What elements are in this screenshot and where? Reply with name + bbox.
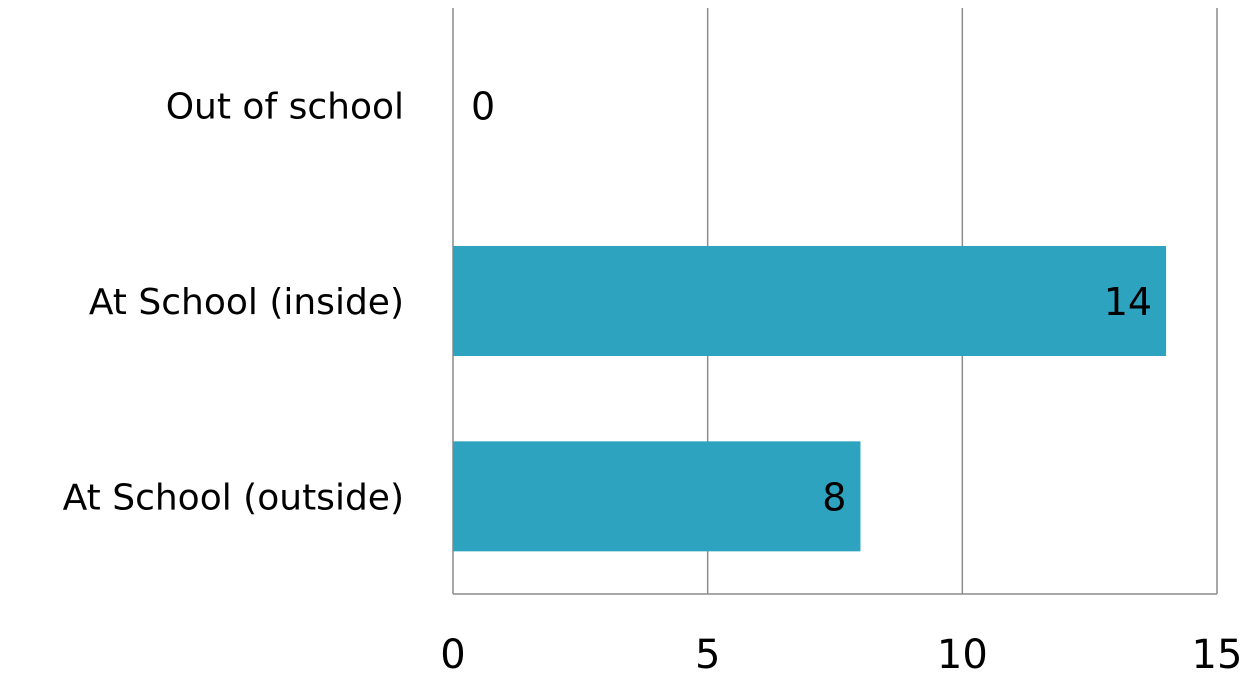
category-label-at-school-outside: At School (outside) (63, 477, 404, 518)
labels: 0 5 10 15 Out of school 0 At School (inside) 14… (63, 85, 1243, 678)
x-tick-label-0: 0 (440, 632, 465, 678)
data-label-out-of-school: 0 (471, 85, 495, 129)
category-label-at-school-inside: At School (inside) (89, 282, 404, 323)
x-tick-label-10: 10 (937, 632, 988, 678)
category-label-out-of-school: Out of school (166, 87, 404, 128)
bar-at-school-outside (453, 441, 861, 552)
data-label-at-school-outside: 8 (822, 475, 846, 519)
x-tick-label-15: 15 (1192, 632, 1243, 678)
x-tick-label-5: 5 (695, 632, 720, 678)
bar-at-school-inside (453, 246, 1167, 356)
data-label-at-school-inside: 14 (1104, 280, 1152, 324)
bars (453, 246, 1167, 552)
